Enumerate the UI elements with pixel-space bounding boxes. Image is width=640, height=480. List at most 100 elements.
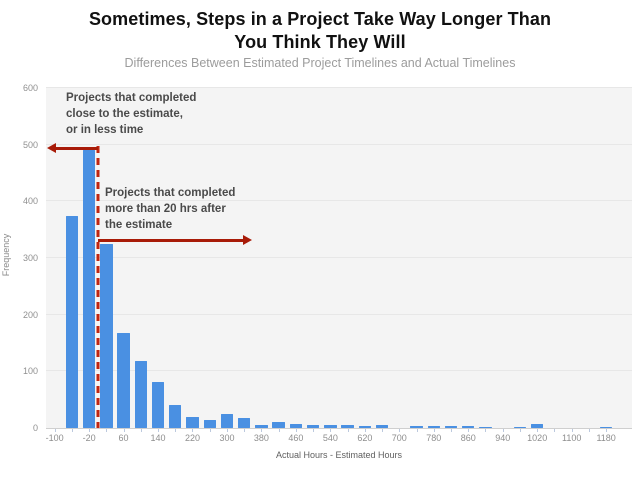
x-label-cell (339, 433, 356, 445)
x-label-cell (201, 433, 218, 445)
x-tick (63, 429, 80, 433)
bar (341, 424, 354, 428)
bar (134, 361, 147, 428)
y-tick-label: 600 (22, 83, 38, 93)
histogram-slot (201, 88, 218, 428)
x-label-cell (63, 433, 80, 445)
x-label-cell: -100 (46, 433, 64, 445)
chart-title-line1: Sometimes, Steps in a Project Take Way L… (88, 9, 552, 29)
annotation-right-line2: more than 20 hrs after (105, 203, 226, 215)
bar (169, 405, 182, 428)
y-tick-label: 400 (22, 196, 38, 207)
x-label-cell: -20 (80, 433, 97, 445)
histogram-slot (305, 88, 322, 428)
bar (479, 427, 492, 428)
x-tick (218, 429, 235, 433)
x-tick (356, 429, 373, 433)
x-label-cell: 1020 (527, 433, 547, 445)
gridline (46, 313, 632, 315)
histogram-slot (322, 88, 339, 428)
annotation-left-line3: or in less time (66, 124, 144, 136)
x-label-cell: 220 (184, 433, 201, 445)
x-tick (529, 429, 546, 433)
x-tick-label: 860 (460, 433, 476, 443)
bar (427, 426, 440, 428)
y-axis: 0 100 200 300 400 500 600 (0, 83, 42, 433)
arrow-right (97, 235, 252, 245)
x-tick (132, 429, 149, 433)
bar (186, 416, 199, 428)
bar (203, 419, 216, 428)
y-tick-label: 500 (22, 139, 38, 150)
x-tick (322, 429, 339, 433)
bar (358, 426, 372, 428)
histogram-slot (184, 88, 201, 428)
x-label-cell (442, 433, 459, 445)
x-tick (305, 429, 322, 433)
bar (375, 425, 389, 428)
x-tick (442, 429, 459, 433)
gridline (46, 257, 632, 258)
x-tick (425, 429, 442, 433)
bar (462, 425, 475, 428)
y-tick-label: 200 (22, 309, 38, 320)
annotation-left-line1: Projects that completed (66, 92, 197, 104)
plot-area: Projects that completed close to the est… (46, 87, 632, 429)
histogram-slot (425, 88, 442, 428)
bar (100, 243, 113, 428)
chart-title: Sometimes, Steps in a Project Take Way L… (0, 8, 640, 54)
histogram-slot (511, 88, 528, 428)
bar (220, 413, 234, 428)
histogram-slot (546, 88, 563, 428)
x-tick (167, 429, 184, 433)
bar (410, 425, 423, 428)
x-tick-label: 380 (253, 433, 269, 443)
bar (237, 417, 251, 428)
chart-subtitle: Differences Between Estimated Project Ti… (124, 56, 516, 70)
histogram-slot (460, 88, 477, 428)
histogram-slot (253, 88, 270, 428)
histogram-slot (563, 88, 580, 428)
gridline (46, 87, 632, 88)
x-tick (373, 429, 390, 433)
histogram-slot (167, 88, 184, 428)
x-tick-label: 780 (426, 433, 442, 443)
arrow-left-shaft (55, 146, 98, 150)
x-tick (477, 429, 494, 433)
y-tick-label: 100 (22, 366, 38, 377)
x-label-cell (546, 433, 563, 445)
histogram-slot (477, 88, 494, 428)
x-tick (287, 429, 304, 433)
annotation-left: Projects that completed close to the est… (66, 90, 196, 138)
histogram-slot (236, 88, 253, 428)
histogram-slot (218, 88, 235, 428)
x-label-cell: 460 (287, 433, 304, 445)
x-tick (201, 429, 218, 433)
x-label-cell (167, 433, 184, 445)
x-label-cell: 620 (356, 433, 373, 445)
x-tick (149, 429, 166, 433)
x-label-cell (373, 433, 390, 445)
annotation-right-line1: Projects that completed (105, 187, 236, 199)
bar (65, 215, 79, 428)
bar (289, 424, 303, 428)
x-label-cell: 780 (425, 433, 442, 445)
histogram-slot (339, 88, 356, 428)
x-label-cell (408, 433, 425, 445)
x-label-cell: 1100 (562, 433, 581, 445)
x-tick (408, 429, 425, 433)
x-tick-label: 700 (391, 433, 407, 443)
x-tick (98, 429, 115, 433)
x-tick (546, 429, 563, 433)
x-label-cell (580, 433, 597, 445)
x-tick (80, 429, 97, 433)
bar (151, 382, 165, 428)
x-label-cell: 940 (494, 433, 511, 445)
x-tick-label: 540 (322, 433, 338, 443)
bar (255, 425, 268, 428)
x-label-cell: 300 (218, 433, 235, 445)
x-label-cell (511, 433, 528, 445)
histogram-slot (529, 88, 546, 428)
x-tick (391, 429, 408, 433)
